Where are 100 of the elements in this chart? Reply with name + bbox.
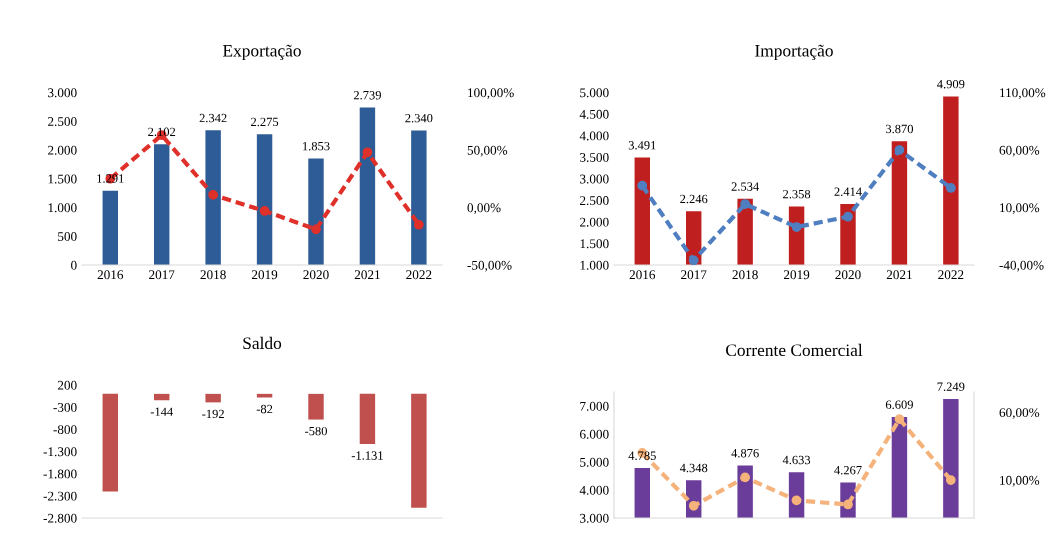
x-tick-label: 2017 — [149, 270, 175, 280]
y-tick-label: 200 — [57, 380, 77, 390]
y-tick-label: 4.500 — [579, 109, 609, 119]
bar — [308, 158, 324, 265]
data-label: 2.358 — [783, 189, 811, 199]
data-label: 2.246 — [680, 194, 708, 204]
data-label: -1.131 — [351, 451, 383, 460]
data-label: 4.876 — [731, 448, 759, 458]
y-tick-label: 2.000 — [580, 217, 609, 227]
y-tick-label: 2.500 — [580, 196, 609, 206]
y-tick-label: -300 — [53, 402, 77, 412]
point — [791, 222, 802, 232]
data-label: 1.853 — [303, 141, 330, 151]
x-tick-label: 2019 — [783, 270, 810, 280]
point — [843, 211, 853, 222]
point — [740, 472, 751, 483]
y-tick-label: 4.000 — [579, 131, 609, 141]
point — [894, 145, 905, 155]
point — [945, 475, 956, 485]
data-label: -580 — [305, 426, 327, 436]
data-label: 2.342 — [199, 113, 227, 123]
data-label: 4.785 — [628, 451, 656, 460]
point — [740, 199, 751, 209]
y-tick-label: 3.000 — [580, 174, 609, 184]
point — [637, 180, 648, 191]
y2-tick-label: -50,00% — [467, 260, 512, 272]
y-tick-label: 5.000 — [580, 457, 609, 467]
bar — [411, 130, 427, 265]
chart-title: Corrente Comercial — [726, 343, 863, 357]
point — [945, 183, 956, 193]
y-tick-label: 2.000 — [48, 145, 77, 155]
bar — [154, 144, 170, 265]
y2-tick-label: 0,00% — [467, 203, 501, 215]
x-tick-label: 2018 — [732, 270, 758, 280]
bar — [256, 134, 273, 265]
point — [311, 224, 321, 235]
y-tick-label: 3.000 — [580, 513, 609, 523]
bar — [205, 130, 221, 265]
point — [894, 414, 905, 424]
data-label: 2.739 — [353, 91, 381, 100]
x-tick-label: 2019 — [251, 270, 278, 280]
data-label: 4.348 — [679, 463, 708, 473]
chart-title: Importação — [755, 44, 833, 61]
data-label: 4.909 — [937, 79, 965, 89]
x-tick-label: 2020 — [835, 270, 861, 280]
point — [362, 147, 373, 158]
y-tick-label: -2.800 — [43, 513, 77, 523]
y-tick-label: -2.300 — [43, 491, 77, 501]
data-label: 2.275 — [251, 117, 279, 127]
data-label: 4.633 — [782, 455, 811, 465]
y2-tick-label: 10,00% — [1000, 203, 1040, 215]
data-label: 2.340 — [405, 113, 433, 123]
point — [259, 206, 270, 216]
chart-title: Exportação — [222, 44, 301, 61]
data-label: 2.534 — [731, 182, 760, 191]
y-tick-label: 0 — [71, 260, 77, 270]
y-tick-label: 7.000 — [580, 401, 609, 411]
x-tick-label: 2022 — [406, 270, 432, 280]
x-tick-label: 2016 — [629, 270, 656, 280]
data-label: 2.414 — [834, 187, 862, 196]
x-tick-label: 2021 — [886, 270, 912, 280]
y2-tick-label: 10,00% — [1000, 475, 1040, 487]
y2-tick-label: -40,00% — [999, 260, 1044, 272]
y-tick-label: 5.000 — [580, 88, 609, 98]
data-label: -82 — [256, 404, 273, 414]
x-tick-label: 2021 — [354, 270, 380, 280]
x-tick-label: 2016 — [97, 270, 124, 280]
x-tick-label: 2018 — [200, 270, 226, 280]
data-label: 6.609 — [885, 400, 913, 409]
data-label: -192 — [202, 409, 224, 419]
y-tick-label: 3.000 — [48, 88, 77, 98]
y-tick-label: -1.300 — [43, 447, 77, 457]
y-tick-label: 1.000 — [580, 260, 609, 270]
y-tick-label: -1.800 — [43, 469, 77, 479]
point — [791, 495, 802, 506]
bar — [359, 107, 376, 265]
point — [688, 500, 699, 511]
y-tick-label: 2.500 — [48, 117, 77, 127]
y-tick-label: 6.000 — [580, 429, 609, 439]
data-label: 4.267 — [834, 466, 862, 475]
bar — [102, 190, 118, 265]
y-tick-label: 3.500 — [580, 152, 609, 162]
data-label: 3.491 — [628, 141, 656, 150]
point — [208, 189, 219, 200]
y2-tick-label: 60,00% — [999, 408, 1040, 419]
data-label: 3.870 — [885, 124, 914, 134]
y2-tick-label: 100,00% — [468, 88, 514, 100]
x-tick-label: 2020 — [303, 270, 329, 280]
y-tick-label: 4.000 — [579, 485, 609, 495]
y-tick-label: -800 — [53, 425, 77, 435]
chart-title: Saldo — [243, 336, 282, 350]
x-tick-label: 2017 — [681, 270, 707, 280]
y2-tick-label: 50,00% — [467, 145, 508, 157]
point — [688, 255, 699, 265]
y2-tick-label: 110,00% — [1000, 88, 1046, 100]
y-tick-label: 1.500 — [48, 174, 77, 184]
data-label: -144 — [150, 407, 173, 416]
point — [413, 219, 424, 230]
y-tick-label: 1.000 — [48, 203, 77, 213]
y2-tick-label: 60,00% — [999, 145, 1040, 157]
